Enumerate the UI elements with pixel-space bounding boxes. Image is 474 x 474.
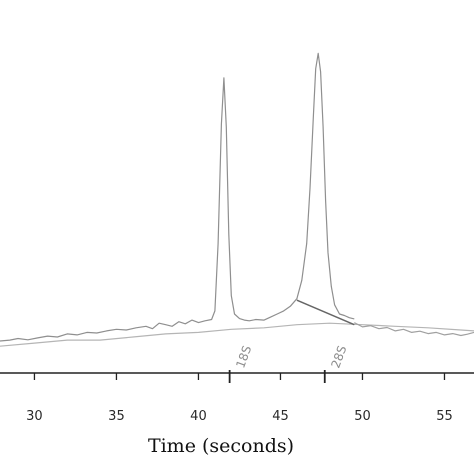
x-tick-label: 30	[26, 409, 43, 424]
x-tick-label: 35	[108, 409, 125, 424]
series-line-2	[0, 322, 474, 347]
x-tick-label: 55	[436, 409, 453, 424]
x-tick-label: 45	[272, 409, 289, 424]
tick-layer: 30 35 40 45 50 55	[26, 373, 453, 424]
x-tick-label: 40	[190, 409, 207, 424]
series-line-4	[296, 299, 355, 326]
annotation-layer: 18S 28S	[228, 344, 349, 383]
peak-label: 28S	[328, 344, 349, 370]
series-line-3	[354, 322, 474, 337]
x-axis-label: Time (seconds)	[148, 435, 294, 457]
x-tick-label: 50	[354, 409, 371, 424]
series-line-1	[0, 52, 355, 342]
series-layer	[0, 52, 474, 347]
peak-label: 18S	[233, 344, 254, 370]
